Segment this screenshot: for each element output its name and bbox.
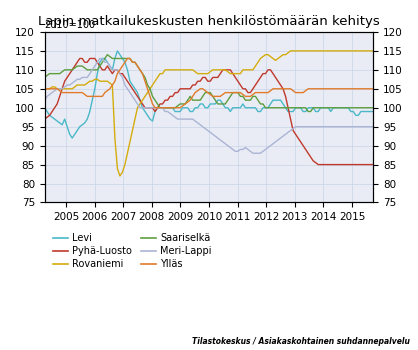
Pyhä-Luosto — [308, 155, 313, 159]
Rovaniemi — [288, 49, 293, 53]
Meri-Lappi — [70, 81, 75, 85]
Line: Ylläs: Ylläs — [45, 58, 373, 108]
Saariselkä — [155, 102, 160, 106]
Levi — [313, 110, 318, 114]
Meri-Lappi — [82, 75, 87, 79]
Meri-Lappi — [250, 151, 255, 155]
Meri-Lappi — [97, 56, 102, 61]
Meri-Lappi — [145, 106, 150, 110]
Levi — [70, 136, 75, 140]
Rovaniemi — [313, 49, 318, 53]
Saariselkä — [42, 75, 47, 79]
Levi — [311, 106, 316, 110]
Saariselkä — [306, 110, 311, 114]
Pyhä-Luosto — [155, 106, 160, 110]
Meri-Lappi — [155, 106, 160, 110]
Rovaniemi — [145, 91, 150, 95]
Meri-Lappi — [313, 125, 318, 129]
Ylläs — [158, 106, 163, 110]
Saariselkä — [311, 106, 316, 110]
Meri-Lappi — [311, 125, 316, 129]
Legend: Levi, Pyhä-Luosto, Rovaniemi, Saariselkä, Meri-Lappi, Ylläs: Levi, Pyhä-Luosto, Rovaniemi, Saariselkä… — [49, 230, 215, 273]
Pyhä-Luosto — [145, 106, 150, 110]
Levi — [371, 110, 376, 114]
Pyhä-Luosto — [42, 117, 47, 121]
Rovaniemi — [117, 174, 122, 178]
Line: Pyhä-Luosto: Pyhä-Luosto — [45, 58, 373, 164]
Ylläs — [42, 87, 47, 91]
Text: 2010=100: 2010=100 — [45, 20, 96, 30]
Ylläs — [311, 87, 316, 91]
Line: Saariselkä: Saariselkä — [45, 55, 373, 112]
Pyhä-Luosto — [85, 60, 90, 64]
Text: Tilastokeskus / Asiakaskohtainen suhdannepalvelu: Tilastokeskus / Asiakaskohtainen suhdann… — [192, 337, 410, 346]
Pyhä-Luosto — [70, 68, 75, 72]
Pyhä-Luosto — [311, 159, 316, 163]
Pyhä-Luosto — [77, 56, 82, 61]
Ylläs — [82, 92, 87, 97]
Rovaniemi — [70, 87, 75, 91]
Meri-Lappi — [42, 98, 47, 102]
Ylläs — [371, 87, 376, 91]
Ylläs — [313, 87, 318, 91]
Levi — [158, 106, 163, 110]
Rovaniemi — [42, 87, 47, 91]
Line: Levi: Levi — [45, 51, 373, 138]
Pyhä-Luosto — [316, 162, 321, 167]
Pyhä-Luosto — [371, 162, 376, 167]
Levi — [72, 132, 77, 137]
Ylläs — [70, 91, 75, 95]
Saariselkä — [371, 106, 376, 110]
Levi — [85, 117, 90, 121]
Rovaniemi — [371, 49, 376, 53]
Ylläs — [153, 106, 158, 110]
Ylläs — [145, 87, 150, 91]
Rovaniemi — [155, 75, 160, 79]
Rovaniemi — [311, 49, 316, 53]
Saariselkä — [105, 52, 110, 57]
Line: Meri-Lappi: Meri-Lappi — [45, 58, 373, 153]
Meri-Lappi — [371, 125, 376, 129]
Levi — [42, 106, 47, 110]
Saariselkä — [70, 68, 75, 72]
Rovaniemi — [82, 83, 87, 87]
Levi — [148, 117, 153, 121]
Ylläs — [125, 56, 130, 61]
Title: Lapin matkailukeskusten henkilöstömäärän kehitys: Lapin matkailukeskusten henkilöstömäärän… — [38, 15, 380, 28]
Levi — [115, 49, 120, 53]
Saariselkä — [313, 106, 318, 110]
Saariselkä — [145, 83, 150, 87]
Saariselkä — [82, 66, 87, 70]
Line: Rovaniemi: Rovaniemi — [45, 51, 373, 176]
